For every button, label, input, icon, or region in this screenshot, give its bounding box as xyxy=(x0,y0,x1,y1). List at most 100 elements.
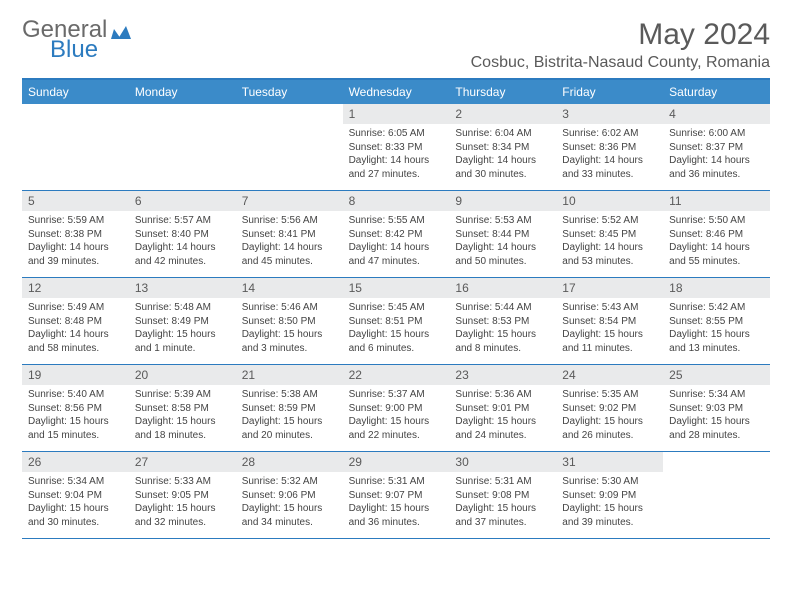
calendar-week: 19Sunrise: 5:40 AMSunset: 8:56 PMDayligh… xyxy=(22,365,770,452)
calendar-body: 1Sunrise: 6:05 AMSunset: 8:33 PMDaylight… xyxy=(22,104,770,539)
day-number: 9 xyxy=(449,191,556,211)
day-details: Sunrise: 5:52 AMSunset: 8:45 PMDaylight:… xyxy=(556,211,663,274)
calendar-cell: 31Sunrise: 5:30 AMSunset: 9:09 PMDayligh… xyxy=(556,452,663,538)
day-details: Sunrise: 5:53 AMSunset: 8:44 PMDaylight:… xyxy=(449,211,556,274)
day-number: 5 xyxy=(22,191,129,211)
day-details: Sunrise: 5:34 AMSunset: 9:04 PMDaylight:… xyxy=(22,472,129,535)
day-details: Sunrise: 6:02 AMSunset: 8:36 PMDaylight:… xyxy=(556,124,663,187)
calendar-week: 26Sunrise: 5:34 AMSunset: 9:04 PMDayligh… xyxy=(22,452,770,539)
day-details: Sunrise: 5:59 AMSunset: 8:38 PMDaylight:… xyxy=(22,211,129,274)
day-number-empty xyxy=(129,104,236,124)
calendar-cell: 12Sunrise: 5:49 AMSunset: 8:48 PMDayligh… xyxy=(22,278,129,364)
day-number: 16 xyxy=(449,278,556,298)
day-number: 2 xyxy=(449,104,556,124)
calendar-cell: 2Sunrise: 6:04 AMSunset: 8:34 PMDaylight… xyxy=(449,104,556,190)
day-details: Sunrise: 5:57 AMSunset: 8:40 PMDaylight:… xyxy=(129,211,236,274)
day-number: 7 xyxy=(236,191,343,211)
title-block: May 2024 Cosbuc, Bistrita-Nasaud County,… xyxy=(471,18,770,72)
day-details: Sunrise: 5:38 AMSunset: 8:59 PMDaylight:… xyxy=(236,385,343,448)
calendar-week: 12Sunrise: 5:49 AMSunset: 8:48 PMDayligh… xyxy=(22,278,770,365)
day-details: Sunrise: 6:05 AMSunset: 8:33 PMDaylight:… xyxy=(343,124,450,187)
day-number: 21 xyxy=(236,365,343,385)
day-number: 25 xyxy=(663,365,770,385)
day-number-empty xyxy=(236,104,343,124)
day-number: 10 xyxy=(556,191,663,211)
day-details: Sunrise: 5:31 AMSunset: 9:08 PMDaylight:… xyxy=(449,472,556,535)
calendar-cell: 10Sunrise: 5:52 AMSunset: 8:45 PMDayligh… xyxy=(556,191,663,277)
day-details: Sunrise: 5:30 AMSunset: 9:09 PMDaylight:… xyxy=(556,472,663,535)
calendar-cell: 28Sunrise: 5:32 AMSunset: 9:06 PMDayligh… xyxy=(236,452,343,538)
calendar-cell: 3Sunrise: 6:02 AMSunset: 8:36 PMDaylight… xyxy=(556,104,663,190)
day-number: 13 xyxy=(129,278,236,298)
calendar-cell: 15Sunrise: 5:45 AMSunset: 8:51 PMDayligh… xyxy=(343,278,450,364)
day-details: Sunrise: 5:56 AMSunset: 8:41 PMDaylight:… xyxy=(236,211,343,274)
day-number: 14 xyxy=(236,278,343,298)
weekday-header: Monday xyxy=(129,80,236,104)
calendar-cell: 16Sunrise: 5:44 AMSunset: 8:53 PMDayligh… xyxy=(449,278,556,364)
calendar-week: 1Sunrise: 6:05 AMSunset: 8:33 PMDaylight… xyxy=(22,104,770,191)
weekday-header: Thursday xyxy=(449,80,556,104)
location-text: Cosbuc, Bistrita-Nasaud County, Romania xyxy=(471,54,770,72)
calendar-cell: 18Sunrise: 5:42 AMSunset: 8:55 PMDayligh… xyxy=(663,278,770,364)
day-details: Sunrise: 5:31 AMSunset: 9:07 PMDaylight:… xyxy=(343,472,450,535)
day-details: Sunrise: 5:32 AMSunset: 9:06 PMDaylight:… xyxy=(236,472,343,535)
calendar-cell xyxy=(236,104,343,190)
day-details: Sunrise: 6:00 AMSunset: 8:37 PMDaylight:… xyxy=(663,124,770,187)
day-details: Sunrise: 5:34 AMSunset: 9:03 PMDaylight:… xyxy=(663,385,770,448)
calendar-cell: 9Sunrise: 5:53 AMSunset: 8:44 PMDaylight… xyxy=(449,191,556,277)
day-number: 23 xyxy=(449,365,556,385)
calendar-cell: 17Sunrise: 5:43 AMSunset: 8:54 PMDayligh… xyxy=(556,278,663,364)
weekday-header: Wednesday xyxy=(343,80,450,104)
weekday-header: Sunday xyxy=(22,80,129,104)
day-number: 31 xyxy=(556,452,663,472)
day-details: Sunrise: 5:37 AMSunset: 9:00 PMDaylight:… xyxy=(343,385,450,448)
day-number: 22 xyxy=(343,365,450,385)
calendar-cell: 14Sunrise: 5:46 AMSunset: 8:50 PMDayligh… xyxy=(236,278,343,364)
logo-mark-icon xyxy=(111,20,133,44)
day-details: Sunrise: 5:39 AMSunset: 8:58 PMDaylight:… xyxy=(129,385,236,448)
day-number-empty xyxy=(663,452,770,472)
day-details: Sunrise: 5:45 AMSunset: 8:51 PMDaylight:… xyxy=(343,298,450,361)
day-number: 1 xyxy=(343,104,450,124)
day-details: Sunrise: 5:46 AMSunset: 8:50 PMDaylight:… xyxy=(236,298,343,361)
day-number: 18 xyxy=(663,278,770,298)
day-details: Sunrise: 5:33 AMSunset: 9:05 PMDaylight:… xyxy=(129,472,236,535)
calendar-cell: 20Sunrise: 5:39 AMSunset: 8:58 PMDayligh… xyxy=(129,365,236,451)
day-number: 12 xyxy=(22,278,129,298)
calendar-cell: 24Sunrise: 5:35 AMSunset: 9:02 PMDayligh… xyxy=(556,365,663,451)
weekday-header: Saturday xyxy=(663,80,770,104)
day-details: Sunrise: 5:36 AMSunset: 9:01 PMDaylight:… xyxy=(449,385,556,448)
calendar-cell: 5Sunrise: 5:59 AMSunset: 8:38 PMDaylight… xyxy=(22,191,129,277)
day-details: Sunrise: 5:43 AMSunset: 8:54 PMDaylight:… xyxy=(556,298,663,361)
calendar-cell: 1Sunrise: 6:05 AMSunset: 8:33 PMDaylight… xyxy=(343,104,450,190)
day-number: 24 xyxy=(556,365,663,385)
day-number: 28 xyxy=(236,452,343,472)
calendar-cell: 22Sunrise: 5:37 AMSunset: 9:00 PMDayligh… xyxy=(343,365,450,451)
weekday-header-row: SundayMondayTuesdayWednesdayThursdayFrid… xyxy=(22,80,770,104)
day-number: 6 xyxy=(129,191,236,211)
calendar-cell: 27Sunrise: 5:33 AMSunset: 9:05 PMDayligh… xyxy=(129,452,236,538)
day-details: Sunrise: 6:04 AMSunset: 8:34 PMDaylight:… xyxy=(449,124,556,187)
calendar-cell: 13Sunrise: 5:48 AMSunset: 8:49 PMDayligh… xyxy=(129,278,236,364)
month-title: May 2024 xyxy=(471,18,770,52)
page-header: GeneralBlue May 2024 Cosbuc, Bistrita-Na… xyxy=(22,18,770,72)
day-details: Sunrise: 5:49 AMSunset: 8:48 PMDaylight:… xyxy=(22,298,129,361)
day-details: Sunrise: 5:55 AMSunset: 8:42 PMDaylight:… xyxy=(343,211,450,274)
day-details: Sunrise: 5:50 AMSunset: 8:46 PMDaylight:… xyxy=(663,211,770,274)
day-details: Sunrise: 5:35 AMSunset: 9:02 PMDaylight:… xyxy=(556,385,663,448)
day-details: Sunrise: 5:40 AMSunset: 8:56 PMDaylight:… xyxy=(22,385,129,448)
day-number-empty xyxy=(22,104,129,124)
calendar-cell: 29Sunrise: 5:31 AMSunset: 9:07 PMDayligh… xyxy=(343,452,450,538)
day-number: 27 xyxy=(129,452,236,472)
day-number: 4 xyxy=(663,104,770,124)
calendar-cell: 30Sunrise: 5:31 AMSunset: 9:08 PMDayligh… xyxy=(449,452,556,538)
calendar-cell: 7Sunrise: 5:56 AMSunset: 8:41 PMDaylight… xyxy=(236,191,343,277)
day-number: 8 xyxy=(343,191,450,211)
day-number: 29 xyxy=(343,452,450,472)
calendar-cell xyxy=(129,104,236,190)
calendar-cell: 8Sunrise: 5:55 AMSunset: 8:42 PMDaylight… xyxy=(343,191,450,277)
day-details: Sunrise: 5:42 AMSunset: 8:55 PMDaylight:… xyxy=(663,298,770,361)
calendar-cell: 21Sunrise: 5:38 AMSunset: 8:59 PMDayligh… xyxy=(236,365,343,451)
calendar-week: 5Sunrise: 5:59 AMSunset: 8:38 PMDaylight… xyxy=(22,191,770,278)
calendar-cell: 4Sunrise: 6:00 AMSunset: 8:37 PMDaylight… xyxy=(663,104,770,190)
